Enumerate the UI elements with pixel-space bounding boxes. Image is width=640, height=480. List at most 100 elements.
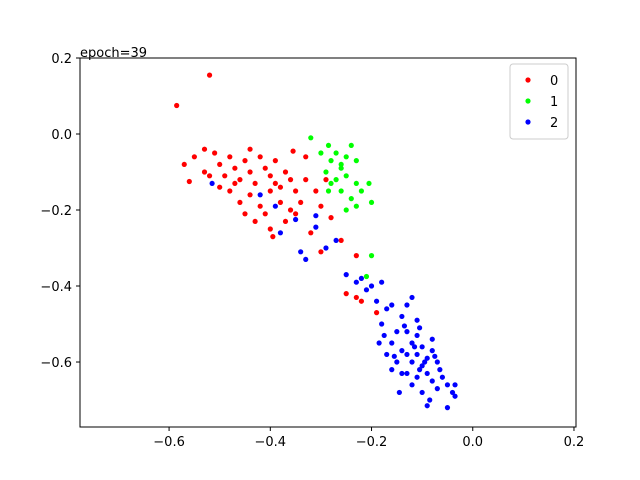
point [298, 249, 304, 255]
point [368, 283, 375, 289]
y-tick-label: 0.2 [51, 52, 72, 67]
point [333, 237, 339, 244]
point [206, 173, 213, 179]
point [373, 298, 380, 304]
point [429, 336, 435, 342]
point [338, 237, 344, 244]
point [277, 199, 284, 206]
x-tick-label: 0.0 [462, 435, 483, 450]
point [201, 146, 208, 152]
point [191, 154, 197, 160]
point [424, 370, 430, 377]
point [328, 158, 334, 164]
legend-box [509, 63, 569, 140]
legend-marker [525, 98, 531, 104]
point [318, 203, 324, 209]
point [353, 180, 359, 187]
point [434, 359, 440, 365]
y-tick-label: −0.6 [40, 356, 72, 371]
legend-label: 2 [550, 116, 558, 131]
point [417, 325, 423, 331]
point [328, 215, 334, 221]
point [439, 374, 445, 380]
point [414, 351, 420, 358]
point [293, 211, 299, 217]
point [267, 173, 273, 179]
legend-marker [525, 119, 531, 125]
point [381, 332, 387, 339]
point [399, 348, 405, 354]
y-tick-label: −0.2 [40, 204, 72, 219]
point [247, 192, 253, 198]
point [323, 177, 329, 183]
point [409, 382, 415, 388]
point [272, 158, 278, 164]
point [432, 353, 438, 359]
point [399, 370, 405, 377]
point [348, 196, 354, 202]
point [411, 344, 418, 350]
point [242, 158, 248, 164]
point [262, 165, 268, 171]
point [303, 177, 309, 183]
point [358, 298, 365, 304]
point [242, 211, 248, 217]
point [419, 344, 425, 350]
point [217, 184, 223, 190]
point [293, 188, 299, 194]
point [449, 389, 456, 396]
point [419, 363, 425, 369]
point [232, 165, 238, 171]
point [272, 203, 278, 209]
point [409, 359, 415, 365]
point [237, 199, 243, 206]
point [272, 180, 278, 187]
x-tick-label: −0.6 [153, 435, 185, 450]
point [318, 150, 324, 156]
point [363, 287, 370, 293]
point [270, 234, 276, 240]
point [237, 177, 243, 183]
point [368, 253, 375, 259]
point [353, 203, 359, 209]
point [401, 323, 408, 329]
point [338, 188, 344, 194]
annotation: epoch=39 [80, 46, 147, 61]
point [366, 180, 372, 187]
point [333, 150, 339, 156]
point [394, 359, 400, 365]
point [409, 294, 415, 301]
point [201, 169, 208, 175]
point [333, 177, 339, 183]
y-tick-label: −0.4 [40, 280, 72, 295]
point [257, 154, 263, 160]
point [434, 386, 440, 392]
point [267, 226, 273, 232]
point [318, 249, 324, 255]
point [227, 188, 233, 194]
legend-marker [525, 77, 531, 83]
point [353, 253, 359, 259]
point [325, 188, 332, 194]
point [404, 329, 410, 335]
point [303, 256, 309, 263]
point [429, 348, 435, 354]
point [323, 169, 329, 175]
point [368, 199, 375, 206]
point [444, 382, 451, 388]
point [308, 135, 314, 141]
point [444, 405, 451, 411]
point [343, 291, 349, 297]
point [376, 340, 382, 346]
point [338, 161, 344, 168]
point [389, 302, 395, 308]
point [389, 367, 395, 373]
point [452, 393, 458, 399]
point [277, 230, 284, 236]
legend-label: 1 [550, 95, 558, 110]
point [282, 169, 289, 175]
point [353, 158, 359, 164]
point [414, 317, 420, 323]
plot-frame [79, 57, 577, 428]
point [384, 306, 390, 312]
